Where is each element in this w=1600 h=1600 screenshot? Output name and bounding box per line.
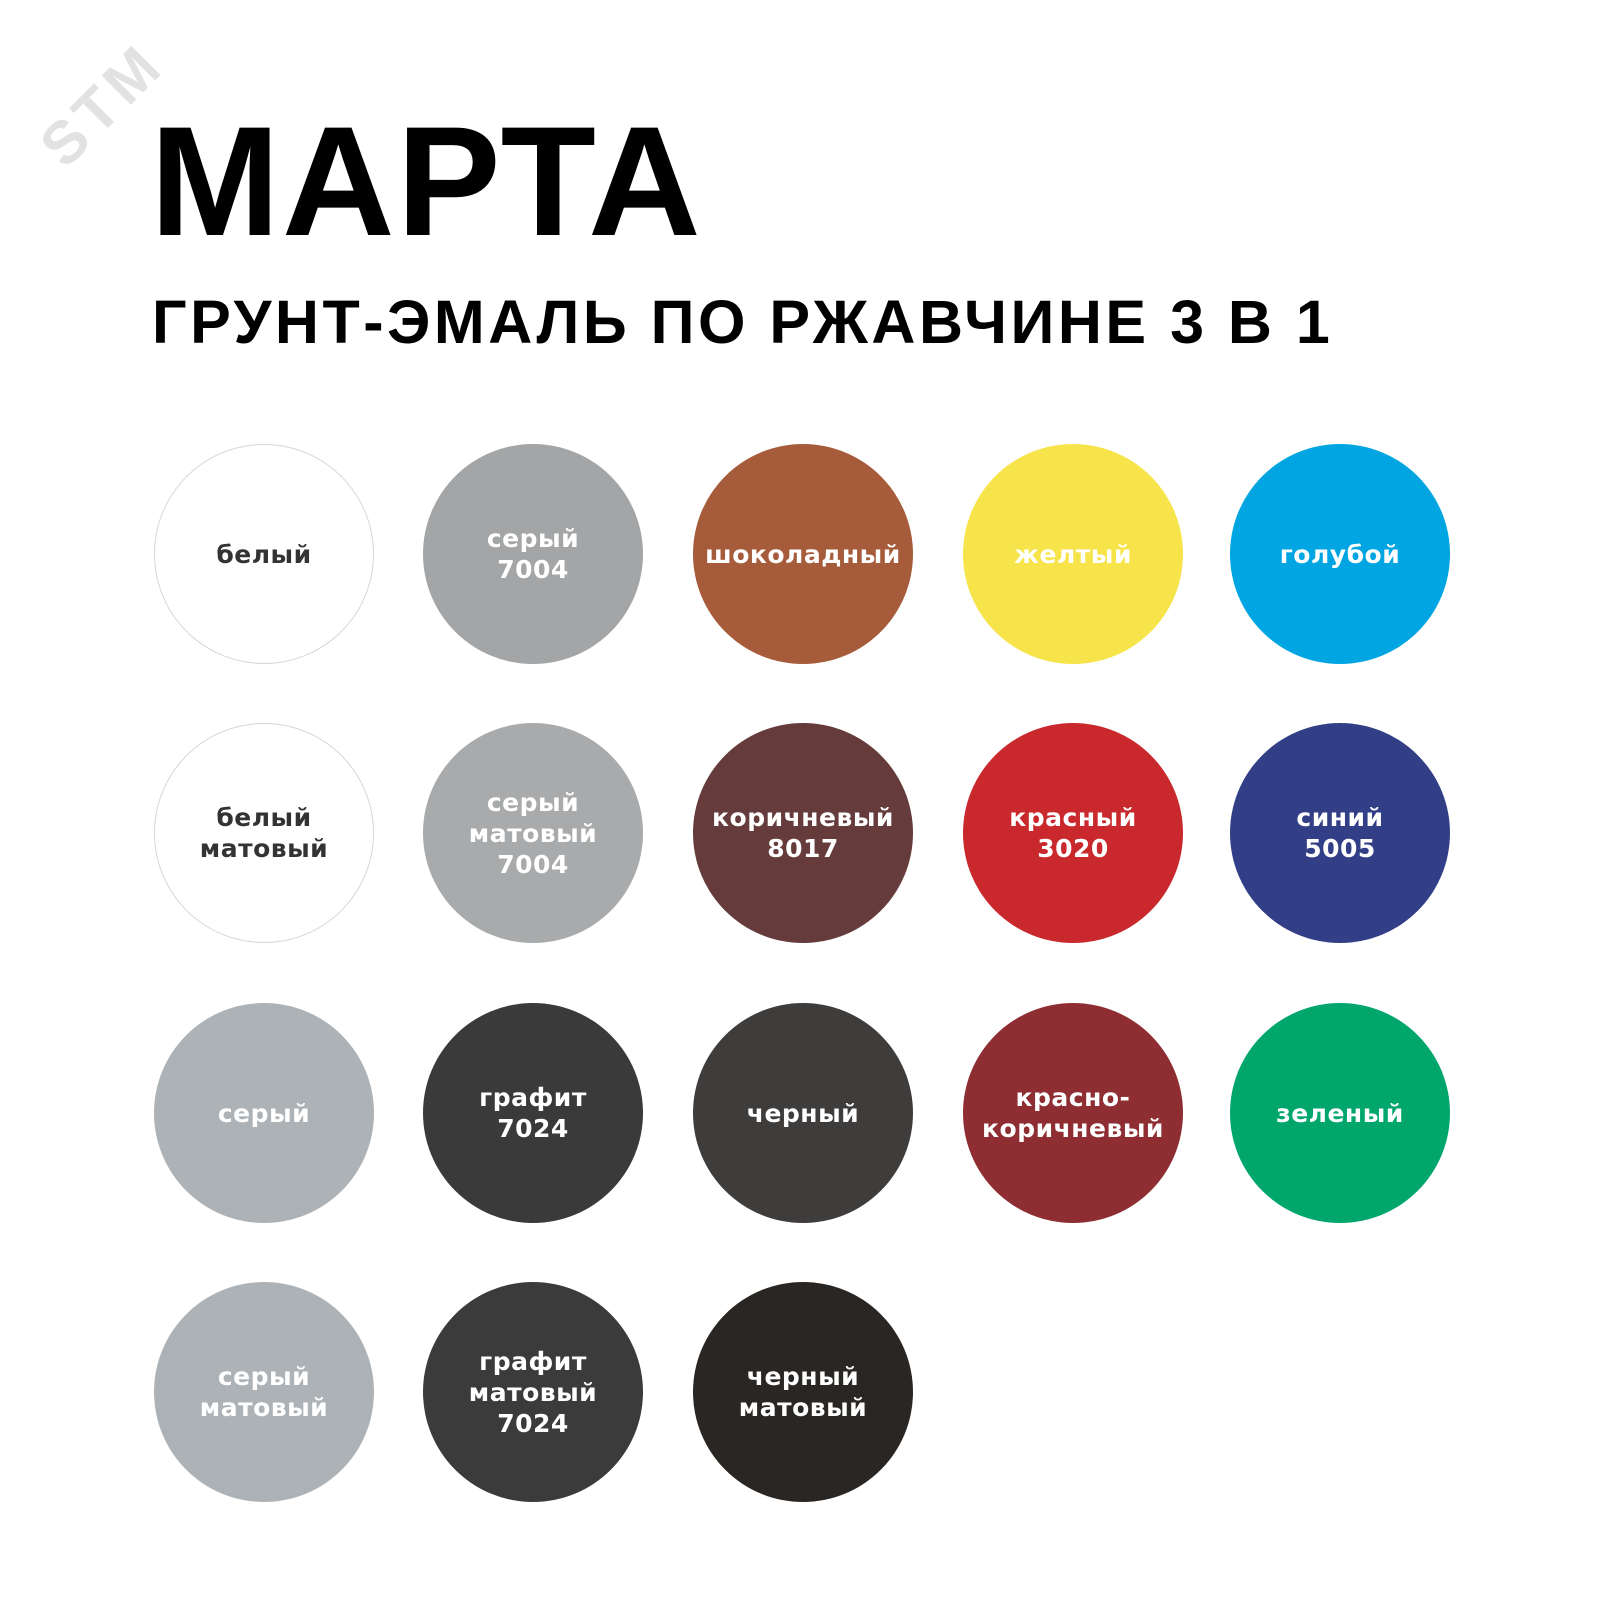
swatch-label: серый 7004 [486, 524, 580, 584]
swatch-label: голубой [1279, 539, 1401, 569]
color-swatch: голубой [1230, 444, 1450, 664]
swatch-label: шоколадный [705, 539, 901, 569]
color-swatch: графит 7024 [423, 1003, 643, 1223]
swatch-label: синий 5005 [1296, 803, 1384, 863]
swatch-label: коричневый 8017 [712, 803, 894, 863]
swatch-label: зеленый [1276, 1098, 1404, 1128]
swatch-label: серый [217, 1098, 311, 1128]
color-swatch: коричневый 8017 [693, 723, 913, 943]
swatch-label: графит матовый 7024 [468, 1346, 598, 1438]
color-swatch: красно- коричневый [963, 1003, 1183, 1223]
swatch-label: черный матовый [738, 1362, 868, 1422]
swatch-label: графит 7024 [479, 1083, 587, 1143]
color-swatch: серый 7004 [423, 444, 643, 664]
color-swatch: зеленый [1230, 1003, 1450, 1223]
swatch-label: серый матовый [199, 1362, 329, 1422]
color-swatch: серый [154, 1003, 374, 1223]
color-swatch: желтый [963, 444, 1183, 664]
color-swatch: черный матовый [693, 1282, 913, 1502]
color-swatch: белый [154, 444, 374, 664]
color-swatch: серый матовый 7004 [423, 723, 643, 943]
color-swatch: черный [693, 1003, 913, 1223]
swatch-label: белый [216, 539, 312, 569]
swatch-label: черный [746, 1098, 860, 1128]
color-swatch: белый матовый [154, 723, 374, 943]
brand-title: МАРТА [150, 95, 703, 269]
color-swatch: шоколадный [693, 444, 913, 664]
swatch-label: желтый [1014, 539, 1132, 569]
swatch-label: красный 3020 [1009, 803, 1137, 863]
swatch-label: красно- коричневый [982, 1083, 1164, 1143]
swatch-label: серый матовый 7004 [468, 787, 598, 879]
color-swatch: графит матовый 7024 [423, 1282, 643, 1502]
color-swatch: синий 5005 [1230, 723, 1450, 943]
color-swatch: серый матовый [154, 1282, 374, 1502]
product-subtitle: ГРУНТ-ЭМАЛЬ ПО РЖАВЧИНЕ 3 В 1 [152, 288, 1334, 356]
color-swatch: красный 3020 [963, 723, 1183, 943]
swatch-label: белый матовый [199, 803, 329, 863]
